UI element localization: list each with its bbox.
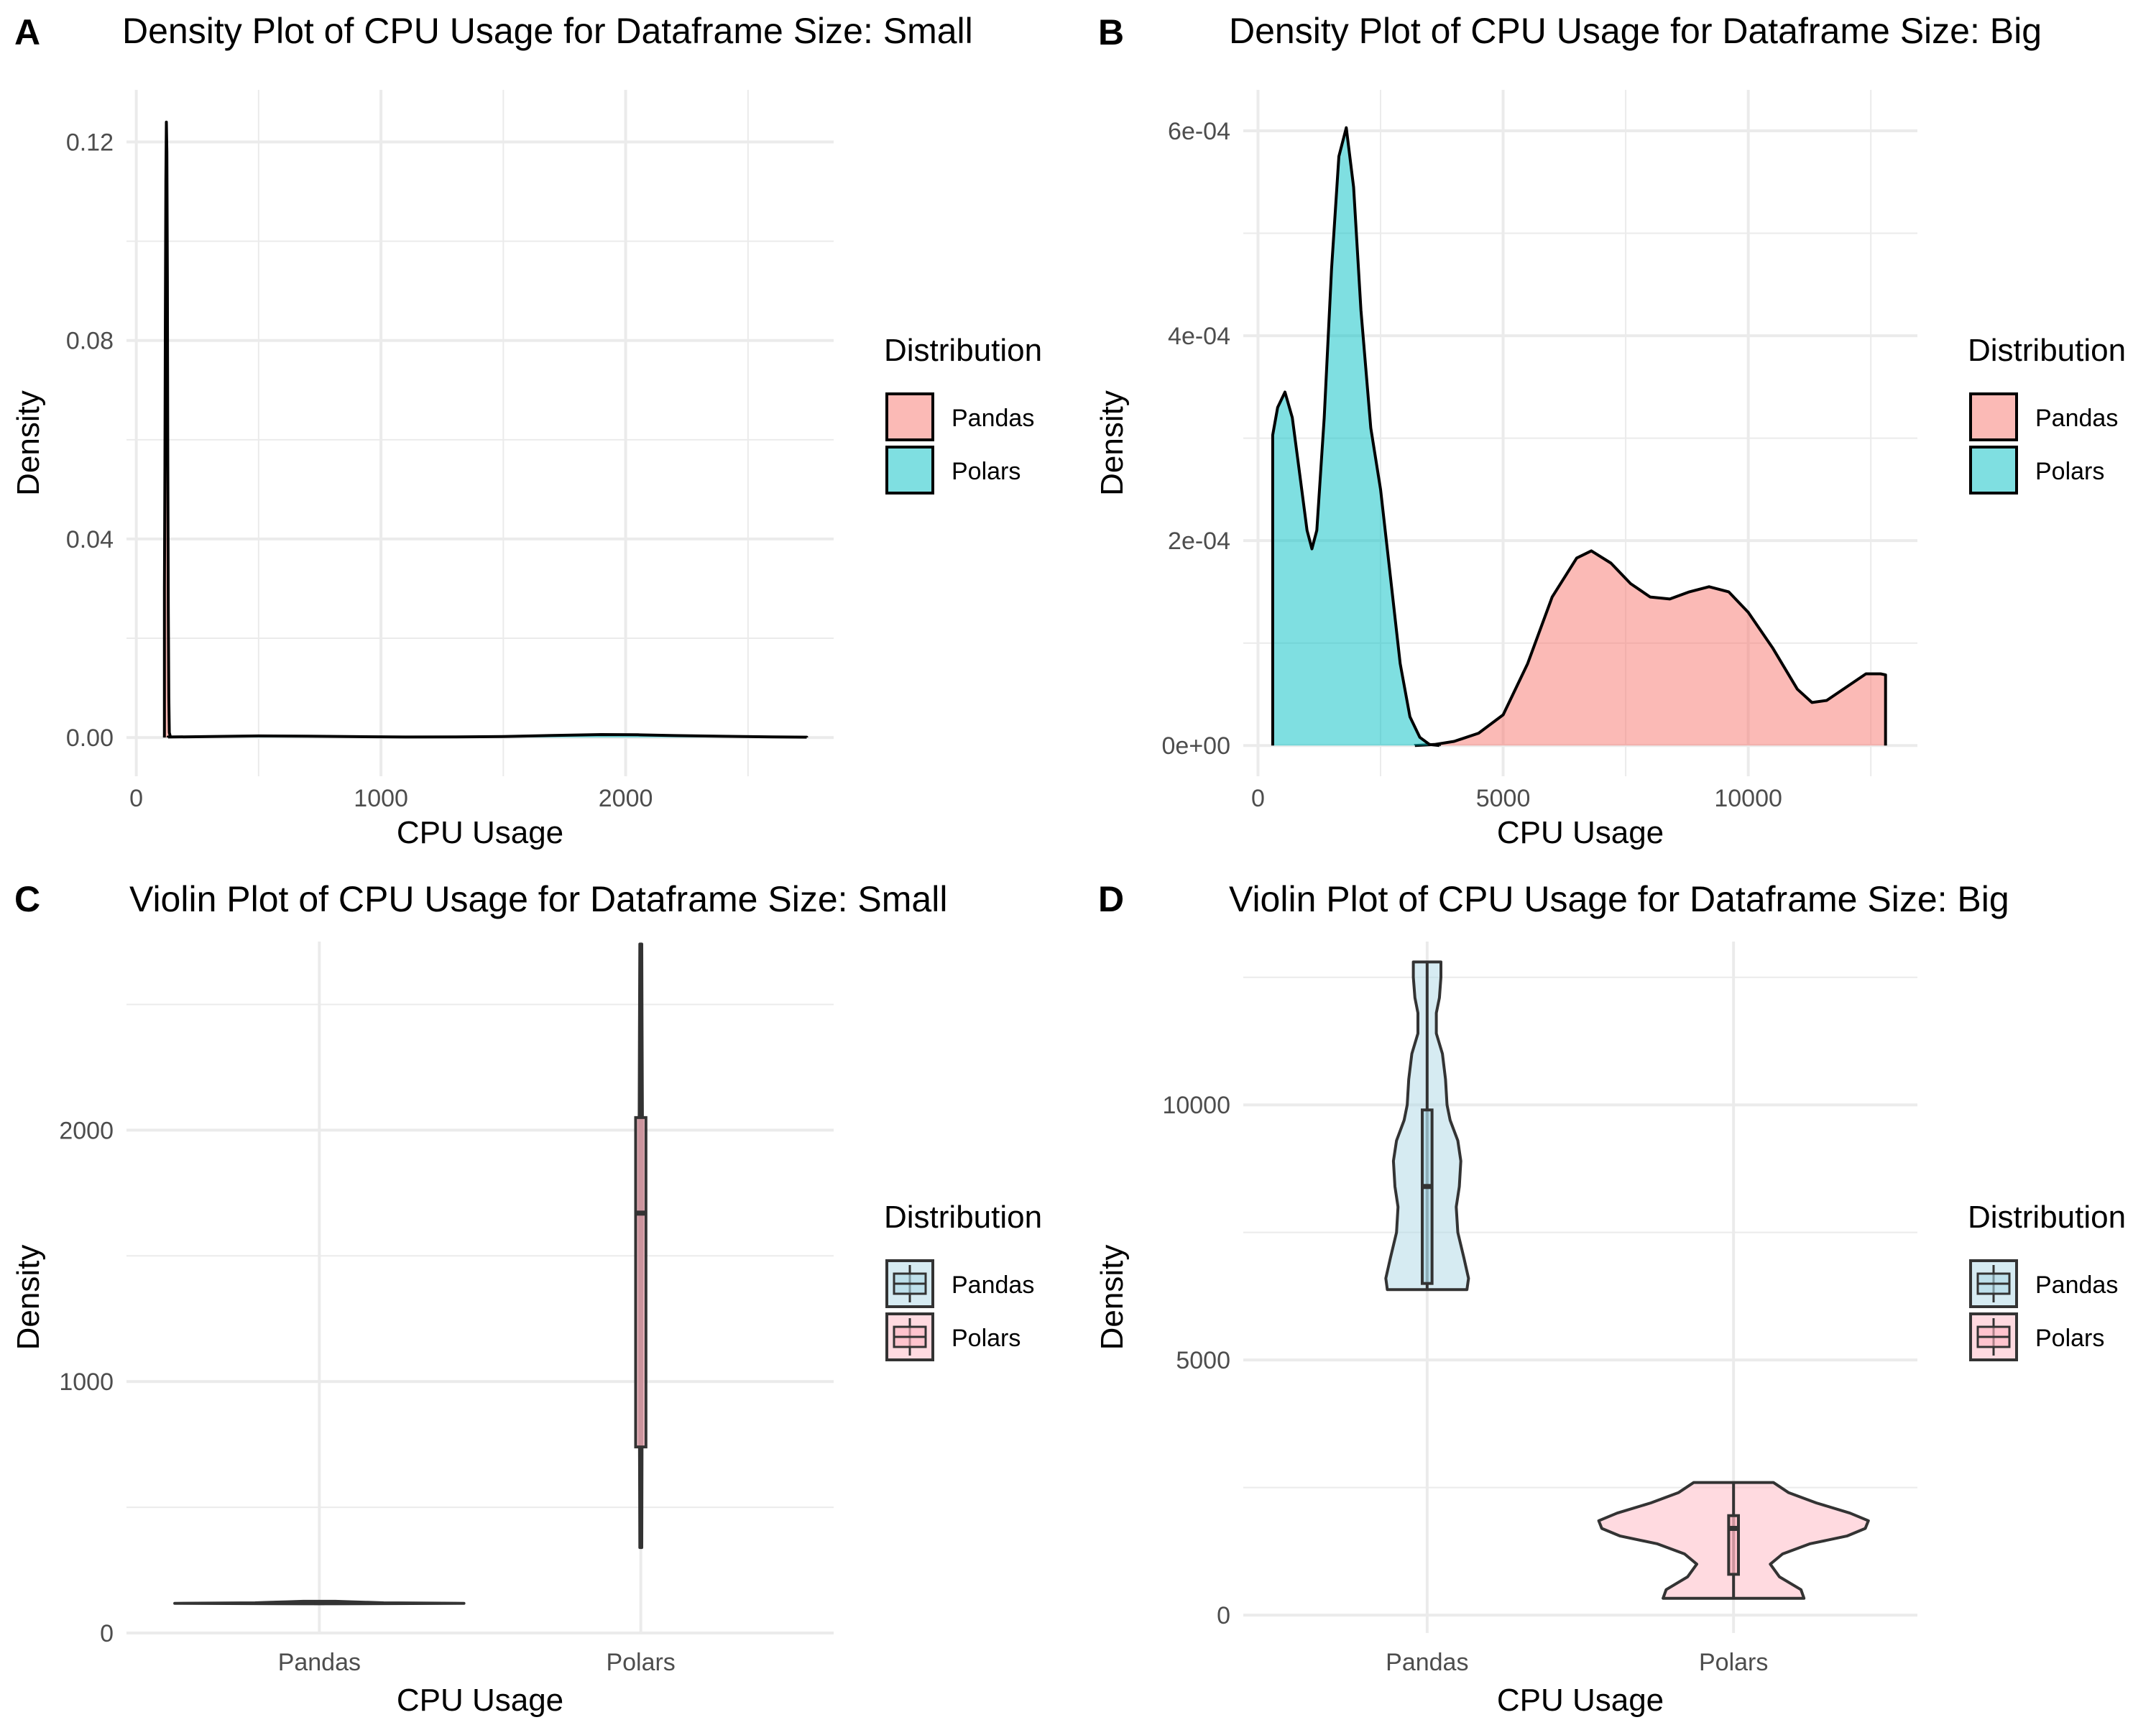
x-axis-title: CPU Usage xyxy=(397,815,563,850)
chart-title: Violin Plot of CPU Usage for Dataframe S… xyxy=(129,879,947,919)
x-tick-label: Pandas xyxy=(278,1649,361,1676)
legend-swatch-pandas xyxy=(1969,1259,2018,1308)
legend-label-polars: Polars xyxy=(952,1325,1021,1352)
y-tick-label: 0.04 xyxy=(66,526,114,553)
x-tick-label: Polars xyxy=(1699,1649,1768,1676)
density-area-pandas xyxy=(1414,551,1886,746)
legend-label-polars: Polars xyxy=(952,458,1021,485)
legend-swatch-polars xyxy=(1969,1312,2018,1361)
density-line-polars xyxy=(1271,126,1441,748)
x-tick-label: 0 xyxy=(129,785,143,812)
y-tick-label: 5000 xyxy=(1176,1347,1230,1374)
y-axis-title: Density xyxy=(1095,1245,1130,1351)
legend-swatch-polars xyxy=(885,1312,934,1361)
legend-key xyxy=(1969,392,2018,441)
legend-label-polars: Polars xyxy=(2035,458,2104,485)
x-tick-label: 10000 xyxy=(1714,785,1782,812)
legend-label-pandas: Pandas xyxy=(952,405,1034,432)
box-pandas xyxy=(1420,1108,1434,1285)
y-tick-label: 4e-04 xyxy=(1168,323,1230,350)
chart-title: Violin Plot of CPU Usage for Dataframe S… xyxy=(1229,879,2009,919)
legend-key xyxy=(885,392,934,441)
x-tick-label: 0 xyxy=(1251,785,1265,812)
chart-title: Density Plot of CPU Usage for Dataframe … xyxy=(122,11,973,51)
legend-swatch-pandas xyxy=(885,1259,934,1308)
gridlines xyxy=(126,90,834,776)
y-tick-label: 0e+00 xyxy=(1162,732,1231,760)
x-tick-label: Polars xyxy=(606,1649,675,1676)
legend-label-polars: Polars xyxy=(2035,1325,2104,1352)
legend-key xyxy=(1969,446,2018,494)
box-polars xyxy=(1727,1514,1741,1576)
legend-swatch-pandas xyxy=(1969,392,2018,441)
panel-d: Pandas Polars 0 5000 10000 D Violin Plot of CP… xyxy=(1095,879,2126,1718)
panel-letter: A xyxy=(14,12,40,52)
panel-c: Pandas Polars 0 1000 2000 C Violin Plot of CPU… xyxy=(11,879,1042,1718)
y-axis-title: Density xyxy=(1095,390,1130,496)
box-polars xyxy=(634,1116,648,1449)
panel-b: 0 5000 10000 0e+00 2e-04 4e-04 6e-04 B Density P… xyxy=(1095,11,2126,850)
legend-swatch-pandas xyxy=(885,392,934,441)
panel-letter: D xyxy=(1098,879,1124,919)
y-tick-label: 6e-04 xyxy=(1168,118,1230,145)
legend-label-pandas: Pandas xyxy=(952,1271,1034,1299)
x-axis-title: CPU Usage xyxy=(1497,1683,1664,1718)
y-tick-label: 0.12 xyxy=(66,129,114,157)
x-tick-label: 1000 xyxy=(354,785,408,812)
density-line-pandas xyxy=(1413,549,1887,748)
y-tick-label: 2000 xyxy=(59,1117,114,1144)
y-tick-label: 1000 xyxy=(59,1368,114,1396)
y-axis-title: Density xyxy=(11,390,46,496)
panel-letter: C xyxy=(14,879,40,919)
legend-swatch-polars xyxy=(885,446,934,494)
legend-key xyxy=(885,446,934,494)
density-area-polars xyxy=(1272,127,1439,746)
legend-swatch-polars xyxy=(1969,446,2018,494)
x-tick-label: 5000 xyxy=(1476,785,1531,812)
gridlines xyxy=(126,942,834,1634)
y-axis-title: Density xyxy=(11,1245,46,1351)
y-tick-label: 0 xyxy=(1217,1602,1230,1629)
legend-title: Distribution xyxy=(884,333,1042,368)
y-tick-label: 0.08 xyxy=(66,328,114,355)
y-tick-label: 2e-04 xyxy=(1168,528,1230,555)
x-tick-label: 2000 xyxy=(599,785,653,812)
y-tick-label: 10000 xyxy=(1162,1092,1230,1119)
legend-title: Distribution xyxy=(884,1200,1042,1235)
density-line-pandas xyxy=(162,120,172,740)
x-axis-title: CPU Usage xyxy=(397,1683,563,1718)
legend-label-pandas: Pandas xyxy=(2035,405,2118,432)
panel-a: 0 1000 2000 0.00 0.04 0.08 0.12 A Density Plot o… xyxy=(11,11,1042,850)
density-line-polars xyxy=(166,733,808,739)
panel-letter: B xyxy=(1098,12,1124,52)
chart-title: Density Plot of CPU Usage for Dataframe … xyxy=(1229,11,2042,51)
x-axis-title: CPU Usage xyxy=(1497,815,1664,850)
legend-title: Distribution xyxy=(1968,333,2126,368)
legend-label-pandas: Pandas xyxy=(2035,1271,2118,1299)
legend-title: Distribution xyxy=(1968,1200,2126,1235)
x-tick-label: Pandas xyxy=(1386,1649,1468,1676)
y-tick-label: 0 xyxy=(100,1620,114,1647)
y-tick-label: 0.00 xyxy=(66,724,114,752)
